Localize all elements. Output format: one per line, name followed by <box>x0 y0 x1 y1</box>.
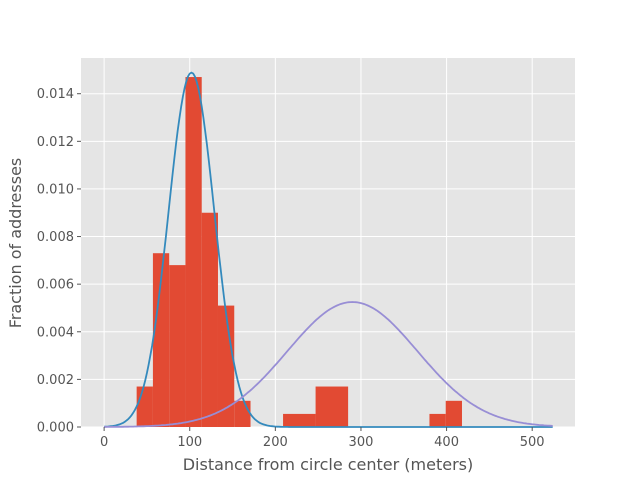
x-tick-label: 400 <box>434 435 459 450</box>
histogram-bar <box>429 413 446 427</box>
y-tick-label: 0.008 <box>37 230 74 245</box>
x-tick-label: 300 <box>349 435 374 450</box>
density-curve <box>104 301 553 428</box>
histogram-bar <box>315 386 349 427</box>
y-tick-label: 0.010 <box>37 182 74 197</box>
x-tick-label: 500 <box>520 435 545 450</box>
y-tick-label: 0.012 <box>37 135 74 150</box>
y-axis-ticks: 0.000 0.002 0.004 0.006 0.008 0.010 0.012 0.014 <box>37 87 81 436</box>
y-tick-label: 0.006 <box>37 278 74 293</box>
histogram-bar <box>234 400 251 427</box>
y-axis-label: Fraction of addresses <box>6 158 25 329</box>
histogram-bar <box>201 212 218 427</box>
histogram-bar <box>217 305 235 427</box>
x-tick-label: 100 <box>177 435 202 450</box>
x-tick-label: 0 <box>100 435 108 450</box>
x-tick-label: 200 <box>263 435 288 450</box>
y-tick-label: 0.014 <box>37 87 74 102</box>
histogram-bar <box>445 400 462 427</box>
histogram-bar <box>169 265 186 427</box>
y-tick-label: 0.000 <box>37 421 74 436</box>
y-tick-label: 0.004 <box>37 325 74 340</box>
histogram-bar <box>283 413 316 427</box>
density-curve <box>104 71 553 428</box>
histogram-bar <box>185 77 202 427</box>
histogram-bar <box>136 386 153 427</box>
x-axis-label: Distance from circle center (meters) <box>183 455 474 474</box>
density-curves <box>104 71 553 428</box>
x-axis-ticks: 0 100 200 300 400 500 <box>100 427 545 450</box>
y-tick-label: 0.002 <box>37 373 74 388</box>
histogram-bar <box>152 253 170 427</box>
